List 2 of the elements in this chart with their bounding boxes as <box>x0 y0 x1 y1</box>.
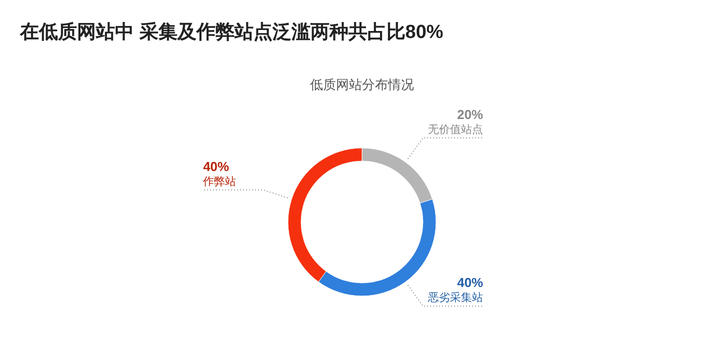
subtitle: 低质网站分布情况 <box>310 77 414 92</box>
title: 在低质网站中 采集及作弊站点泛滥两种共占比80% <box>20 22 444 43</box>
